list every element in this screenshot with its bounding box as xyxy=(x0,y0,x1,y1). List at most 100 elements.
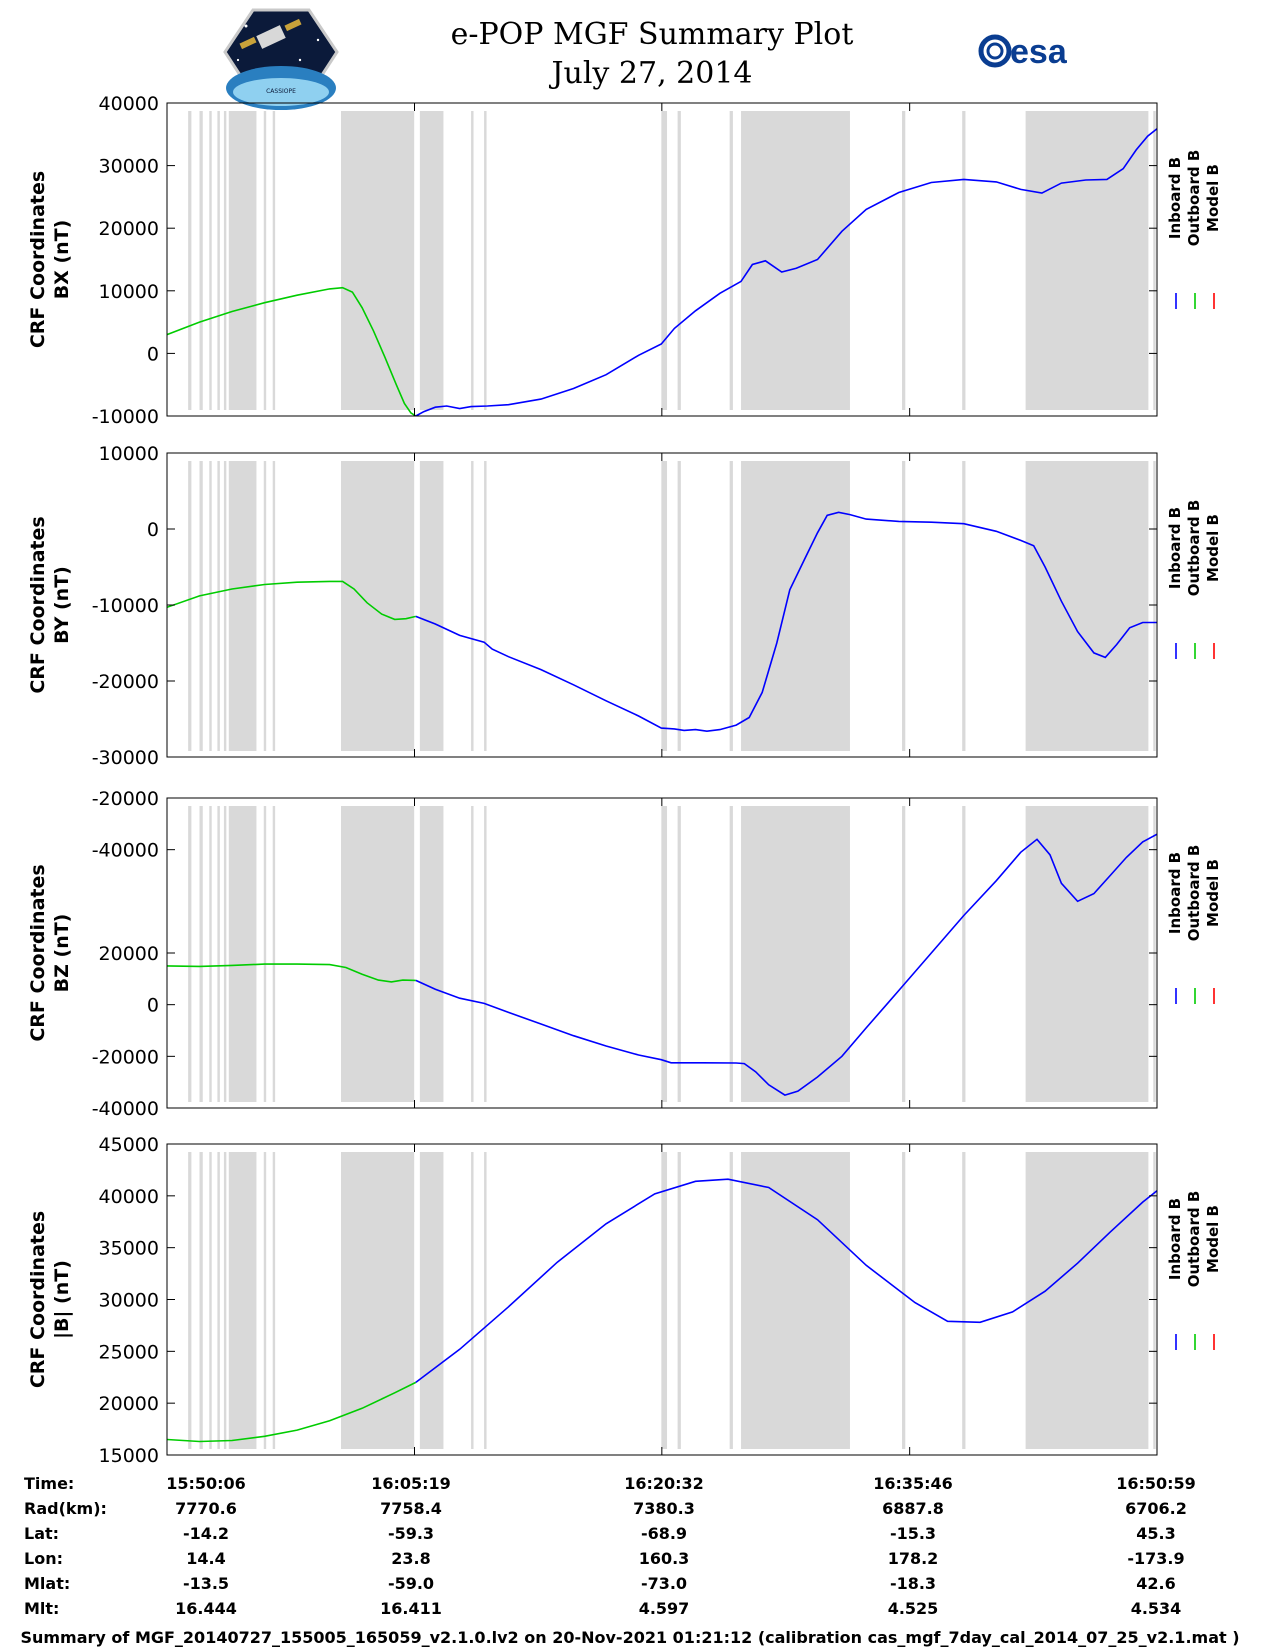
legend-label: Inboard B xyxy=(1166,157,1184,239)
ephemeris-cell: -173.9 xyxy=(1127,1549,1184,1568)
legend-label: Model B xyxy=(1204,859,1222,927)
shaded-interval xyxy=(741,111,850,410)
esa-logo-text: esa xyxy=(1010,33,1068,71)
ephemeris-cell: 4.597 xyxy=(639,1599,690,1618)
shaded-interval xyxy=(741,806,850,1102)
shaded-interval xyxy=(217,111,220,410)
legend-label: Outboard B xyxy=(1185,1191,1203,1288)
panel-4: 15000 20000 25000 30000 35000 40000 45000 CRF C… xyxy=(27,1134,1222,1467)
ephemeris-cell: 16:50:59 xyxy=(1116,1474,1196,1493)
shaded-interval xyxy=(217,461,220,751)
shaded-interval xyxy=(729,111,733,410)
y-axis-label-line1: CRF Coordinates xyxy=(27,1211,49,1388)
y-tick-label: 20000 xyxy=(99,218,159,240)
series-line-outboard xyxy=(167,286,417,416)
shaded-interval xyxy=(228,1152,257,1449)
cassiope-logo: CASSIOPE xyxy=(223,8,339,110)
shaded-interval xyxy=(729,806,733,1102)
shaded-interval xyxy=(223,806,227,1102)
ephemeris-cell: 6706.2 xyxy=(1125,1499,1187,1518)
ephemeris-cell: 4.534 xyxy=(1131,1599,1182,1618)
shaded-interval xyxy=(729,1152,733,1449)
shaded-interval xyxy=(188,111,192,410)
shaded-interval xyxy=(902,806,906,1102)
shaded-interval xyxy=(471,1152,474,1449)
shaded-interval xyxy=(228,461,257,751)
shaded-interval xyxy=(419,1152,444,1449)
y-axis-label-line1: CRF Coordinates xyxy=(27,864,49,1041)
ephemeris-cell: -59.0 xyxy=(388,1574,434,1593)
ephemeris-cell: 16.411 xyxy=(380,1599,442,1618)
ephemeris-cell: -73.0 xyxy=(641,1574,687,1593)
y-tick-label: 10000 xyxy=(99,281,159,303)
ephemeris-cell: 15:50:06 xyxy=(166,1474,246,1493)
ephemeris-cell: -68.9 xyxy=(641,1524,687,1543)
ephemeris-cell: 42.6 xyxy=(1136,1574,1175,1593)
shaded-interval xyxy=(340,806,415,1102)
y-axis-label-line2: |B| (nT) xyxy=(51,1260,73,1339)
ephemeris-cell: 7380.3 xyxy=(633,1499,695,1518)
series-line-inboard xyxy=(415,128,1157,416)
ephemeris-cell: 45.3 xyxy=(1136,1524,1175,1543)
ephemeris-row-label: Lon: xyxy=(24,1549,63,1568)
y-tick-label: -20000 xyxy=(92,788,159,810)
y-tick-label: 10000 xyxy=(99,443,159,465)
shaded-interval xyxy=(199,461,203,751)
shaded-interval xyxy=(962,1152,966,1449)
shaded-interval xyxy=(340,1152,415,1449)
shaded-interval xyxy=(661,111,668,410)
shaded-interval xyxy=(419,111,444,410)
panel-1: -10000 0 10000 20000 30000 40000 CRF Coordinat… xyxy=(27,93,1222,428)
shaded-interval xyxy=(1153,461,1156,751)
y-tick-label: 25000 xyxy=(99,1341,159,1363)
y-tick-label: 0 xyxy=(147,519,159,541)
chart-title-line2: July 27, 2014 xyxy=(548,56,752,91)
shaded-interval xyxy=(1153,1152,1156,1449)
ephemeris-cell: 16:35:46 xyxy=(873,1474,953,1493)
shaded-interval xyxy=(188,461,192,751)
y-tick-label: -30000 xyxy=(92,747,159,769)
shaded-interval xyxy=(272,461,276,751)
legend-label: Model B xyxy=(1204,1205,1222,1273)
shaded-interval xyxy=(1153,806,1156,1102)
ephemeris-row-label: Mlat: xyxy=(24,1574,70,1593)
y-tick-label: 20000 xyxy=(99,1393,159,1415)
shaded-interval xyxy=(263,1152,267,1449)
ephemeris-cell: -13.5 xyxy=(183,1574,229,1593)
ephemeris-cell: 16.444 xyxy=(175,1599,237,1618)
ephemeris-cell: 16:05:19 xyxy=(371,1474,451,1493)
shaded-interval xyxy=(471,111,474,410)
series-line-outboard xyxy=(167,963,416,983)
shaded-interval xyxy=(484,111,487,410)
ephemeris-cell: -15.3 xyxy=(890,1524,936,1543)
shaded-interval xyxy=(228,111,257,410)
shaded-interval xyxy=(484,806,487,1102)
y-tick-label: -10000 xyxy=(92,406,159,428)
shaded-interval xyxy=(677,1152,681,1449)
shaded-interval xyxy=(217,1152,220,1449)
shaded-interval xyxy=(1025,111,1149,410)
ephemeris-row-label: Time: xyxy=(24,1474,74,1493)
shaded-interval xyxy=(962,806,966,1102)
y-axis-label-line1: CRF Coordinates xyxy=(27,171,49,348)
shaded-interval xyxy=(272,806,276,1102)
shaded-interval xyxy=(217,806,220,1102)
shaded-interval xyxy=(741,461,850,751)
ephemeris-cell: 6887.8 xyxy=(882,1499,944,1518)
y-tick-label: -20000 xyxy=(92,671,159,693)
shaded-interval xyxy=(272,111,276,410)
y-tick-label: -10000 xyxy=(92,595,159,617)
shaded-interval xyxy=(661,806,668,1102)
shaded-interval xyxy=(902,1152,906,1449)
shaded-interval xyxy=(484,461,487,751)
ephemeris-cell: 7758.4 xyxy=(380,1499,442,1518)
shaded-interval xyxy=(263,461,267,751)
shaded-interval xyxy=(471,806,474,1102)
shaded-interval xyxy=(729,461,733,751)
shaded-interval xyxy=(419,806,444,1102)
shaded-interval xyxy=(1025,1152,1149,1449)
ephemeris-cell: -14.2 xyxy=(183,1524,229,1543)
y-tick-label: 40000 xyxy=(99,1186,159,1208)
legend-label: Outboard B xyxy=(1185,150,1203,247)
